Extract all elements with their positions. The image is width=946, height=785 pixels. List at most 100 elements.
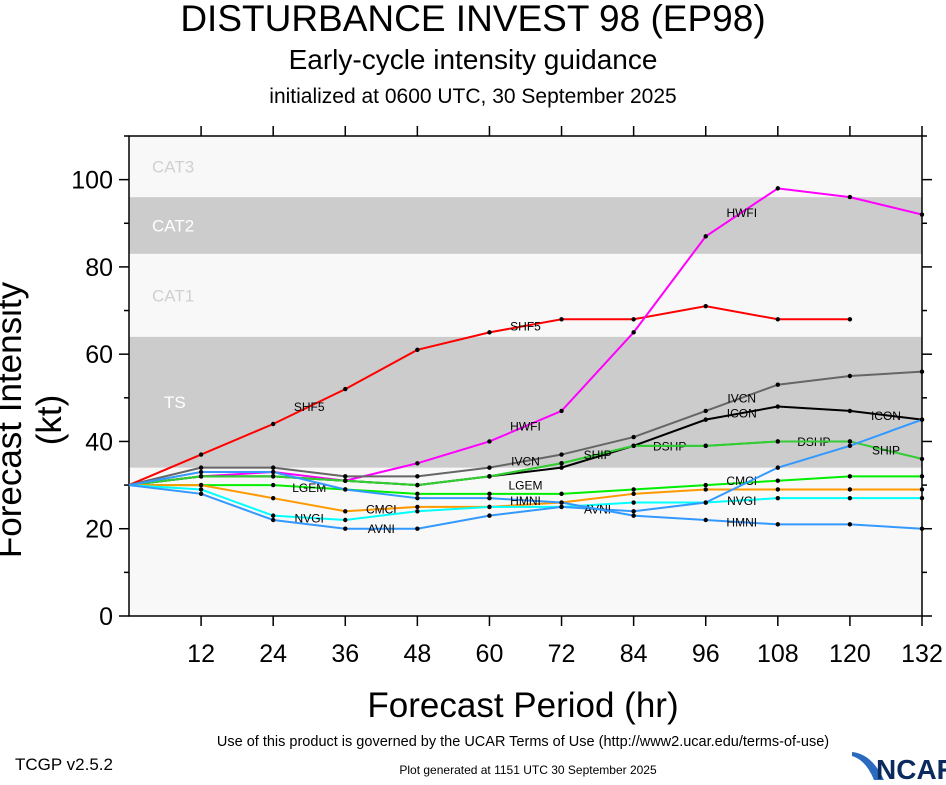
series-shf5: SHF5 SHF5 [128, 303, 853, 487]
data-point [343, 487, 348, 492]
data-point [775, 317, 781, 322]
series-line [128, 370, 923, 487]
data-point [703, 408, 708, 414]
series-label: HMNI [510, 494, 541, 508]
data-point [270, 482, 276, 488]
series-label: CMCI [726, 474, 757, 488]
data-point [703, 487, 708, 492]
series-label: SHIP [872, 444, 900, 458]
data-point [559, 465, 564, 470]
data-point [343, 474, 348, 479]
data-point [270, 465, 276, 470]
data-point [487, 439, 492, 444]
data-point [415, 491, 420, 497]
data-point [919, 212, 925, 217]
data-point [703, 500, 708, 505]
data-point [343, 517, 348, 523]
series-label: NVGI [295, 511, 324, 525]
data-point [415, 474, 420, 479]
data-point [270, 474, 276, 479]
data-point [919, 456, 925, 462]
svg-text:NCAR: NCAR [876, 754, 946, 780]
series-line [129, 484, 922, 513]
series-label: NVGI [727, 494, 756, 508]
data-point [198, 491, 204, 497]
series-line [128, 418, 923, 530]
data-point [415, 495, 420, 501]
data-point [415, 509, 420, 514]
data-point [631, 434, 636, 440]
series-label: ICON [871, 409, 901, 423]
data-point [559, 500, 564, 505]
data-point [343, 509, 348, 514]
data-point [847, 408, 853, 414]
data-point [631, 513, 636, 518]
data-point [198, 465, 204, 470]
x-tick-label: 96 [692, 640, 720, 668]
data-point [559, 504, 564, 510]
series-label: ICON [727, 407, 757, 421]
data-point [487, 495, 492, 501]
data-point [487, 465, 492, 470]
x-tick-label: 60 [476, 640, 504, 668]
band-label: CAT1 [152, 286, 194, 305]
data-point [775, 382, 781, 387]
data-point [703, 234, 708, 239]
series-line [128, 471, 923, 530]
data-point [487, 330, 492, 335]
x-tick-label: 120 [829, 640, 871, 668]
series-label: AVNI [368, 522, 395, 536]
series-hmni: HMNI HMNI [128, 469, 925, 531]
data-point [270, 421, 276, 427]
data-point [775, 439, 781, 444]
data-point [847, 474, 853, 479]
data-point [775, 478, 781, 483]
data-point [775, 186, 781, 191]
init-time: initialized at 0600 UTC, 30 September 20… [269, 85, 677, 108]
series-lgem: LGEM LGEM [129, 474, 925, 497]
series-nvgi: NVGI NVGI [128, 484, 925, 525]
ncar-logo: NCAR [852, 752, 946, 785]
data-point [559, 452, 564, 457]
data-point [631, 500, 636, 505]
data-point [703, 417, 708, 422]
plot-frame [128, 135, 923, 617]
data-point [559, 317, 564, 322]
series-label: LGEM [508, 478, 542, 492]
series-label: SHF5 [294, 400, 325, 414]
series-label: IVCN [511, 455, 540, 469]
data-point [559, 461, 564, 466]
series-label: IVCN [727, 391, 756, 405]
data-point [415, 526, 420, 531]
data-point [631, 330, 636, 335]
series-label: LGEM [292, 481, 326, 495]
data-point [559, 491, 564, 497]
series-ivcn: IVCN IVCN [128, 369, 925, 487]
data-point [487, 474, 492, 479]
data-point [631, 487, 636, 492]
data-point [775, 495, 781, 501]
band-label: CAT3 [152, 158, 194, 177]
data-point [487, 491, 492, 497]
data-point [703, 303, 708, 309]
data-point [919, 474, 925, 479]
y-tick-label: 20 [85, 516, 113, 544]
band-cat3 [129, 136, 922, 198]
data-point [270, 469, 276, 475]
series-line [128, 440, 923, 487]
data-point [631, 317, 636, 322]
data-point [847, 487, 853, 492]
data-point [775, 487, 781, 492]
series-ship: SHIP SHIP [128, 439, 925, 488]
data-point [631, 443, 636, 449]
data-point [847, 439, 853, 444]
version-label: TCGP v2.5.2 [15, 755, 113, 774]
x-tick-label: 108 [757, 640, 799, 668]
x-tick-label: 84 [620, 640, 648, 668]
data-point [847, 522, 853, 527]
chart-subtitle: Early-cycle intensity guidance [288, 44, 658, 75]
x-tick-label: 72 [548, 640, 576, 668]
series-label: SHF5 [510, 319, 541, 333]
